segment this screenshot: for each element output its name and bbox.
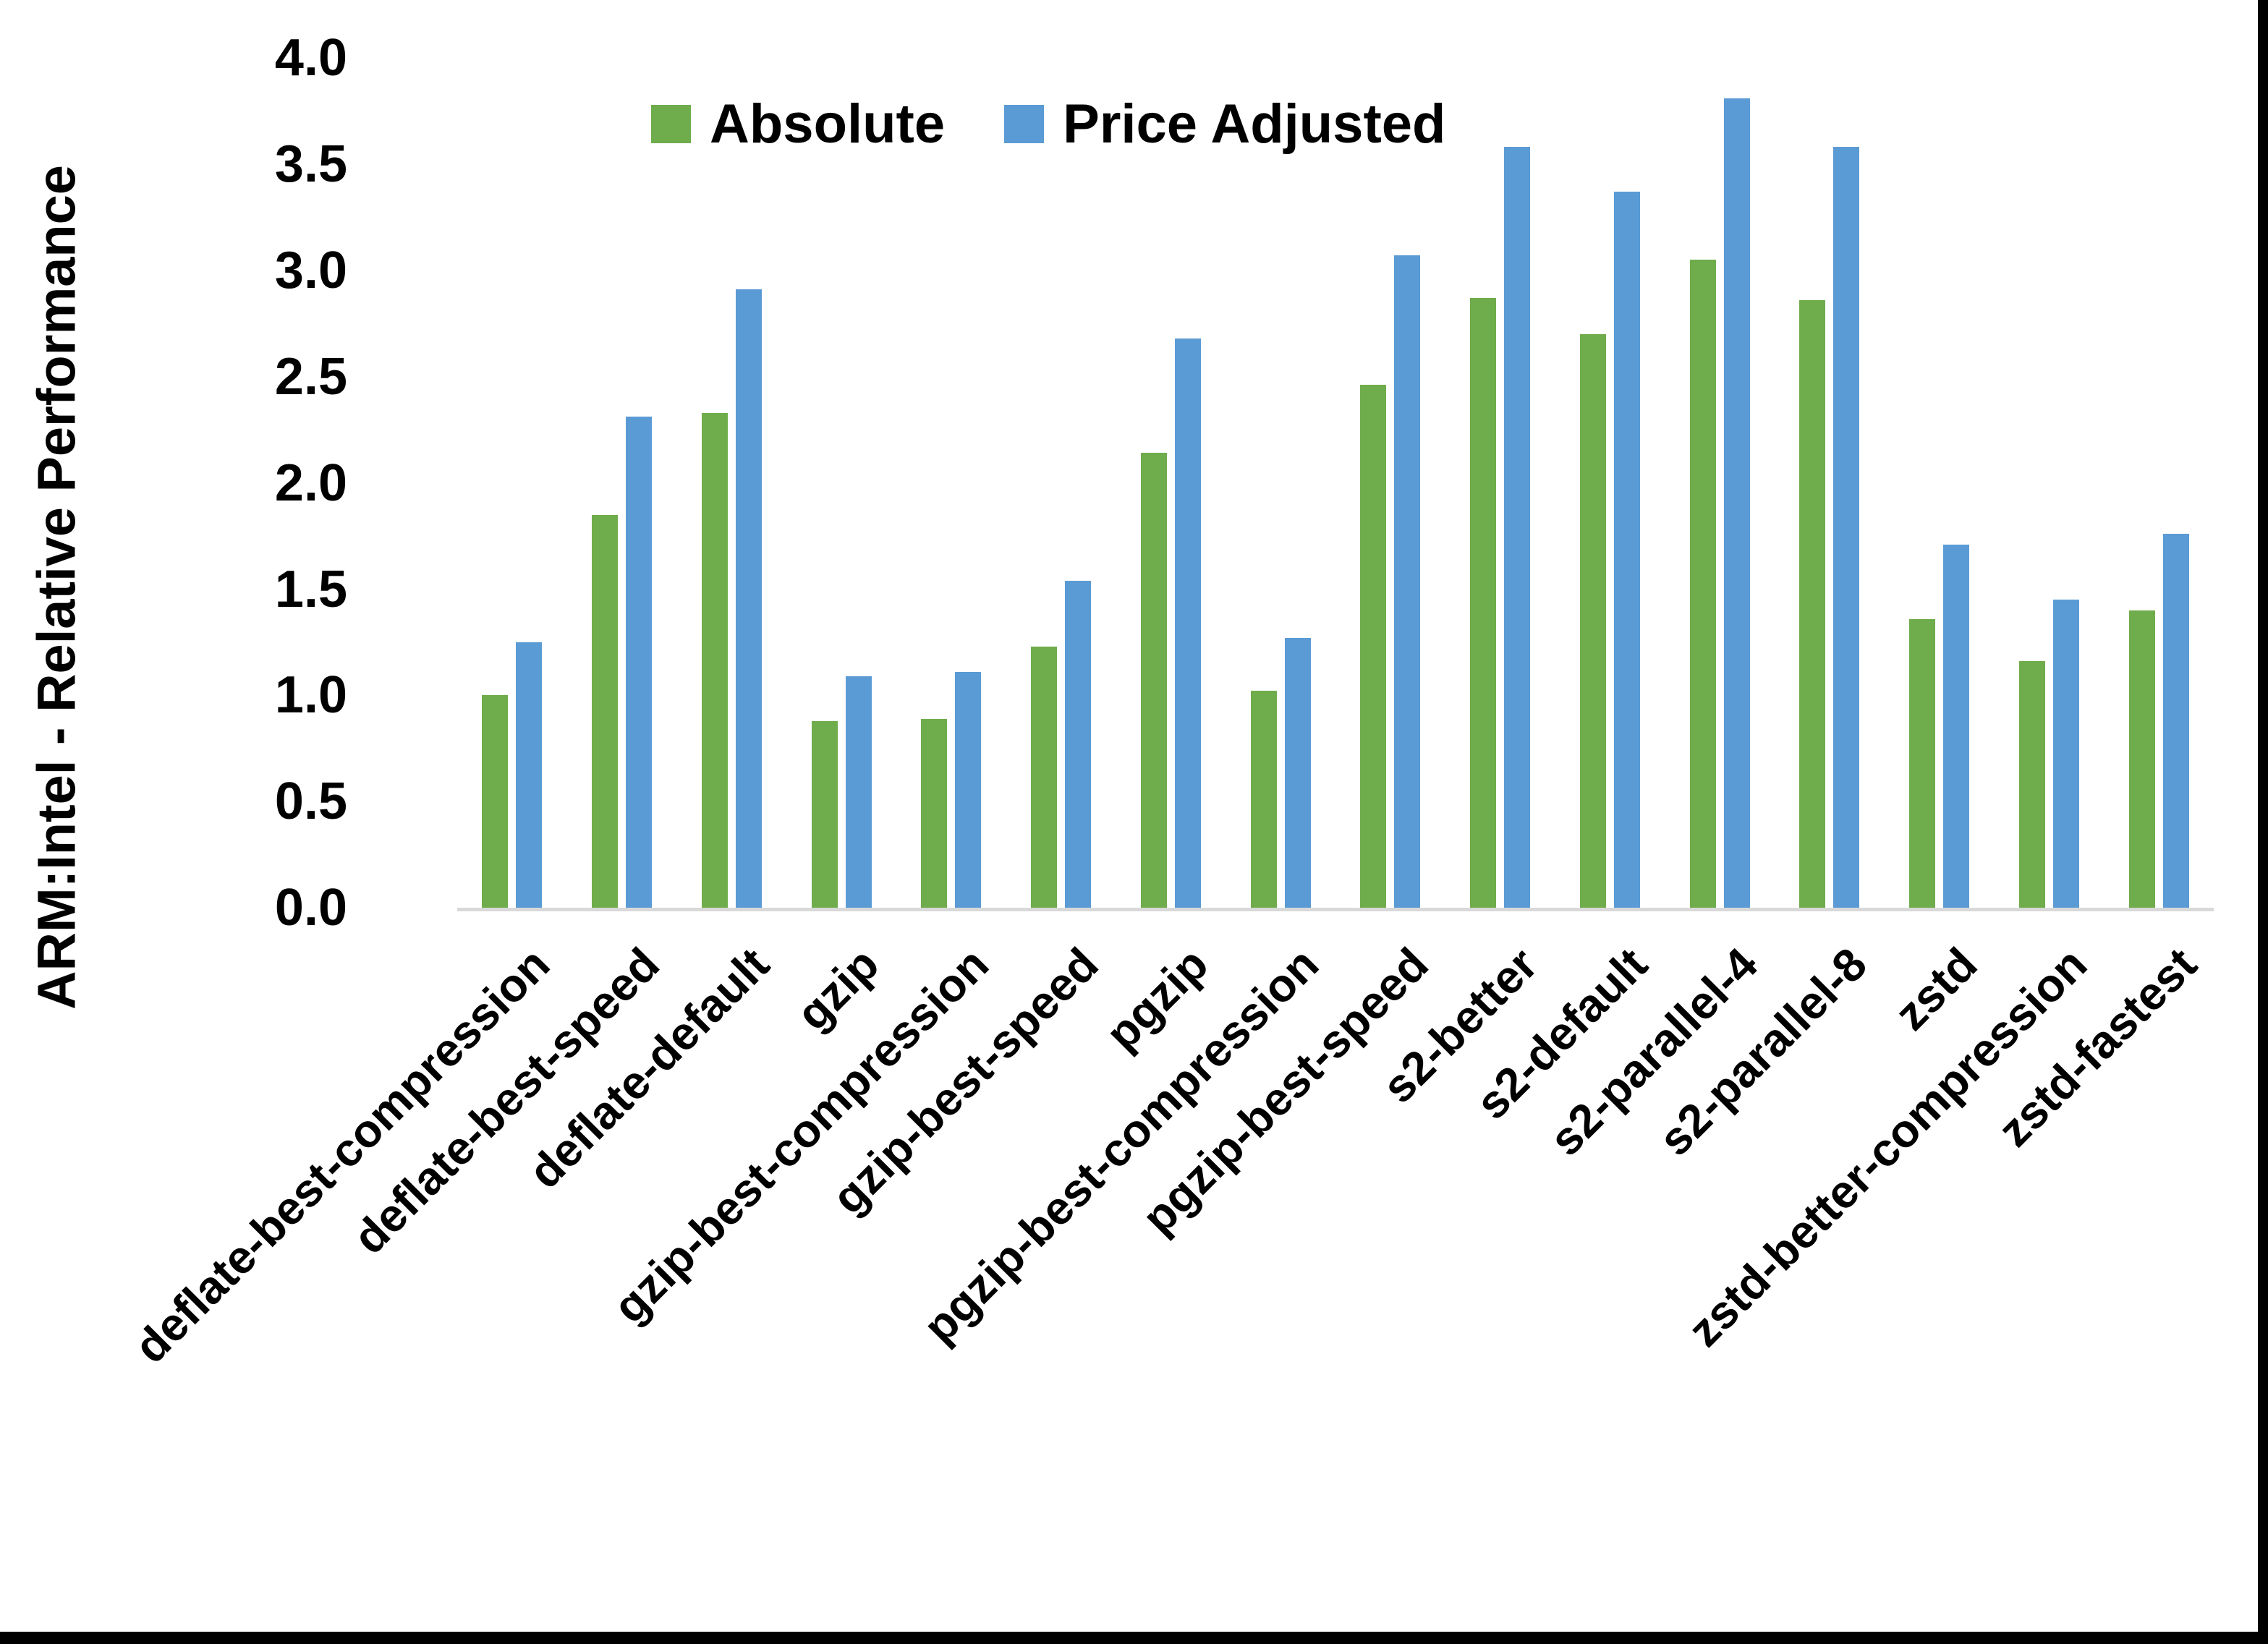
- legend-swatch-absolute: [651, 105, 691, 143]
- bar-price-adjusted: [955, 671, 982, 908]
- legend-item-price-adjusted: Price Adjusted: [1004, 93, 1445, 156]
- y-tick-label: 0.0: [274, 879, 347, 937]
- y-tick-label: 2.0: [274, 453, 347, 512]
- bar-group: [1555, 58, 1665, 908]
- bar-absolute: [1470, 297, 1497, 908]
- y-tick-label: 1.0: [274, 666, 347, 725]
- bar-absolute: [1031, 646, 1058, 908]
- bar-absolute: [1909, 618, 1936, 908]
- bar-absolute: [1360, 385, 1387, 908]
- bar-price-adjusted: [845, 676, 872, 908]
- bar-group: [567, 58, 677, 908]
- plot-area: [457, 58, 2214, 908]
- bar-group: [1665, 58, 1775, 908]
- bar-absolute: [592, 514, 619, 908]
- y-tick-label: 1.5: [274, 560, 347, 618]
- legend-swatch-price-adjusted: [1004, 105, 1045, 143]
- bar-price-adjusted: [1065, 580, 1092, 908]
- bar-group: [1445, 58, 1555, 908]
- bar-absolute: [482, 695, 509, 908]
- bar-price-adjusted: [516, 642, 543, 908]
- y-tick-label: 4.0: [274, 29, 347, 87]
- legend: Absolute Price Adjusted: [651, 93, 1445, 156]
- bar-price-adjusted: [2052, 600, 2079, 908]
- x-tick-label: gzip: [786, 937, 889, 1040]
- legend-label: Absolute: [710, 93, 946, 155]
- y-axis-title: ARM:Intel - Relative Performance: [26, 165, 87, 1010]
- y-tick-label: 3.0: [274, 241, 347, 299]
- bar-absolute: [1799, 299, 1826, 908]
- bar-absolute: [2018, 661, 2045, 908]
- bar-price-adjusted: [1723, 98, 1750, 908]
- bar-price-adjusted: [1943, 544, 1970, 908]
- y-tick-label: 3.5: [274, 135, 347, 193]
- bar-price-adjusted: [1504, 147, 1531, 908]
- bar-group: [1335, 58, 1445, 908]
- window-border-bottom: [0, 1632, 2268, 1644]
- bar-group: [1006, 58, 1116, 908]
- bar-group: [1995, 58, 2105, 908]
- legend-label: Price Adjusted: [1063, 93, 1446, 155]
- x-tick-label: deflate-best-compression: [124, 937, 560, 1373]
- bar-absolute: [1579, 333, 1606, 908]
- bar-price-adjusted: [1174, 338, 1201, 908]
- bar-groups: [457, 58, 2214, 908]
- bar-price-adjusted: [1394, 255, 1421, 908]
- x-axis-line: [457, 908, 2214, 911]
- legend-item-absolute: Absolute: [651, 93, 945, 156]
- bar-group: [896, 58, 1006, 908]
- bar-group: [786, 58, 896, 908]
- bar-absolute: [1689, 260, 1716, 908]
- x-axis-tick-labels: deflate-best-compression deflate-best-spe…: [124, 937, 2214, 1590]
- x-tick-label: zstd: [1884, 937, 1987, 1041]
- bar-group: [1226, 58, 1335, 908]
- bar-price-adjusted: [626, 417, 653, 908]
- bar-price-adjusted: [735, 289, 762, 908]
- bar-group: [1885, 58, 1995, 908]
- y-tick-label: 0.5: [274, 772, 347, 831]
- bar-absolute: [811, 720, 838, 908]
- window-border-right: [2258, 0, 2268, 1644]
- bar-price-adjusted: [2162, 534, 2189, 908]
- bar-absolute: [1250, 691, 1277, 908]
- y-tick-label: 2.5: [274, 347, 347, 406]
- bar-absolute: [701, 412, 728, 908]
- bar-group: [2104, 58, 2214, 908]
- bar-absolute: [1140, 453, 1167, 908]
- bar-price-adjusted: [1284, 637, 1311, 908]
- bar-price-adjusted: [1833, 147, 1860, 908]
- bar-absolute: [2128, 610, 2155, 908]
- bar-group: [457, 58, 567, 908]
- bar-absolute: [921, 718, 948, 908]
- bar-group: [1775, 58, 1885, 908]
- bar-price-adjusted: [1613, 192, 1640, 908]
- bar-group: [1116, 58, 1226, 908]
- bar-group: [677, 58, 787, 908]
